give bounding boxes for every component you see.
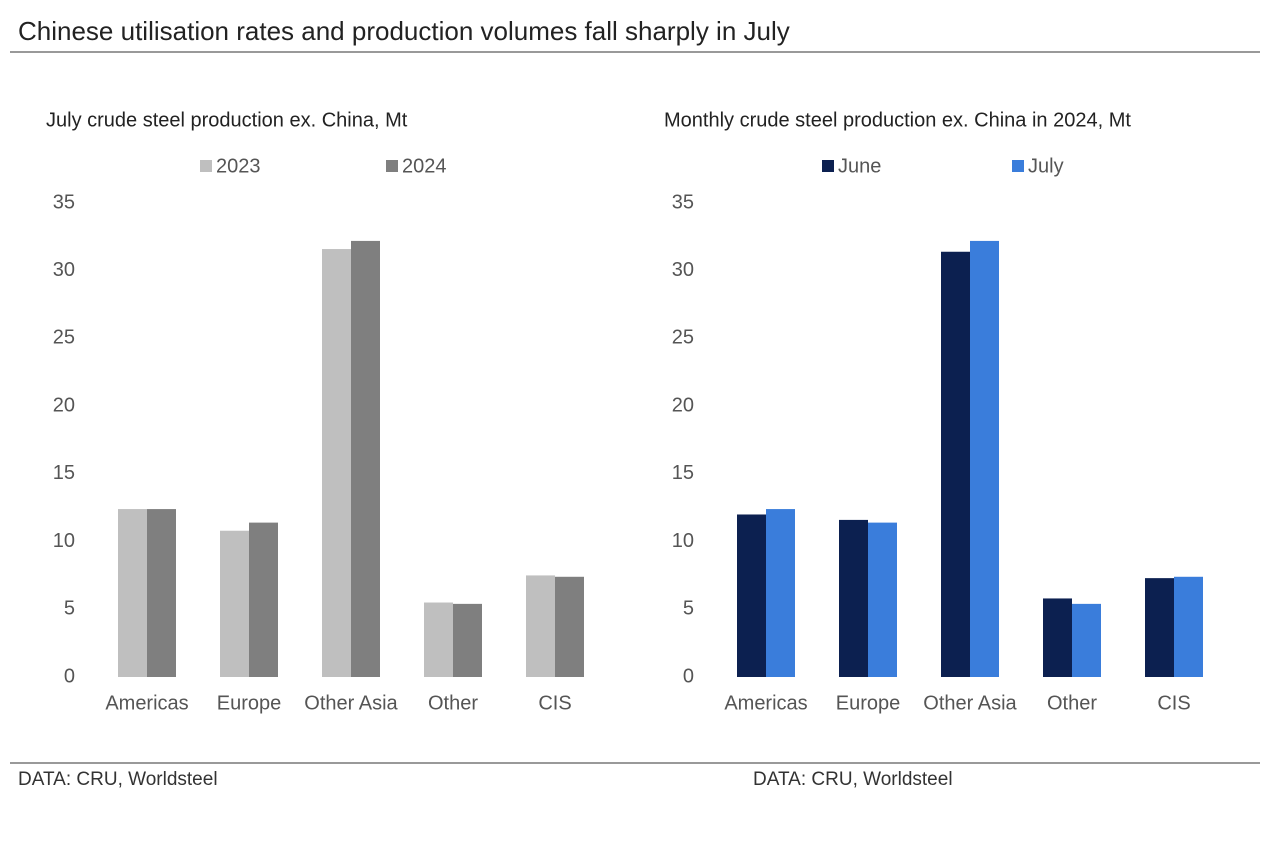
bar (453, 603, 482, 677)
bar (526, 575, 555, 677)
bar (970, 240, 999, 678)
bar (424, 602, 453, 677)
y-tick-label: 5 (64, 598, 75, 620)
x-tick-label: Europe (836, 692, 901, 714)
chart-title: Monthly crude steel production ex. China… (664, 109, 1131, 131)
y-tick-label: 20 (53, 394, 75, 416)
bar (118, 509, 147, 677)
bar (249, 522, 278, 677)
y-tick-label: 15 (53, 462, 75, 484)
y-tick-label: 0 (683, 665, 694, 687)
x-tick-label: Other (428, 692, 478, 714)
source-note: DATA: CRU, Worldsteel (18, 769, 218, 790)
legend-swatch (1012, 160, 1024, 172)
y-tick-label: 20 (672, 394, 694, 416)
legend-swatch (822, 160, 834, 172)
x-tick-label: Other Asia (923, 692, 1017, 714)
x-tick-label: Americas (724, 692, 807, 714)
legend-label: 2024 (402, 155, 447, 177)
y-tick-label: 35 (672, 191, 694, 213)
y-tick-label: 10 (53, 530, 75, 552)
y-tick-label: 35 (53, 191, 75, 213)
page-title: Chinese utilisation rates and production… (18, 16, 790, 46)
x-tick-label: CIS (538, 692, 571, 714)
y-tick-label: 0 (64, 665, 75, 687)
bar (1174, 576, 1203, 677)
y-tick-label: 25 (53, 327, 75, 349)
bar (941, 251, 970, 678)
source-note: DATA: CRU, Worldsteel (753, 769, 953, 790)
bar (868, 522, 897, 677)
bar (351, 240, 380, 678)
y-tick-label: 5 (683, 598, 694, 620)
legend-label: June (838, 155, 881, 177)
legend-swatch (200, 160, 212, 172)
bar (1072, 603, 1101, 677)
y-tick-label: 30 (53, 259, 75, 281)
y-tick-label: 25 (672, 327, 694, 349)
x-tick-label: Americas (105, 692, 188, 714)
legend-label: July (1028, 155, 1064, 177)
x-tick-label: Other Asia (304, 692, 398, 714)
bar (555, 576, 584, 677)
legend-swatch (386, 160, 398, 172)
y-tick-label: 15 (672, 462, 694, 484)
legend-label: 2023 (216, 155, 261, 177)
bar (766, 509, 795, 677)
y-tick-label: 30 (672, 259, 694, 281)
bar (322, 249, 351, 677)
x-tick-label: Other (1047, 692, 1097, 714)
bar (220, 530, 249, 677)
x-tick-label: Europe (217, 692, 282, 714)
bar (1145, 578, 1174, 677)
y-tick-label: 10 (672, 530, 694, 552)
x-tick-label: CIS (1157, 692, 1190, 714)
bar (147, 509, 176, 677)
bar (737, 514, 766, 677)
bar (1043, 598, 1072, 677)
bar (839, 519, 868, 677)
chart-title: July crude steel production ex. China, M… (46, 109, 408, 131)
